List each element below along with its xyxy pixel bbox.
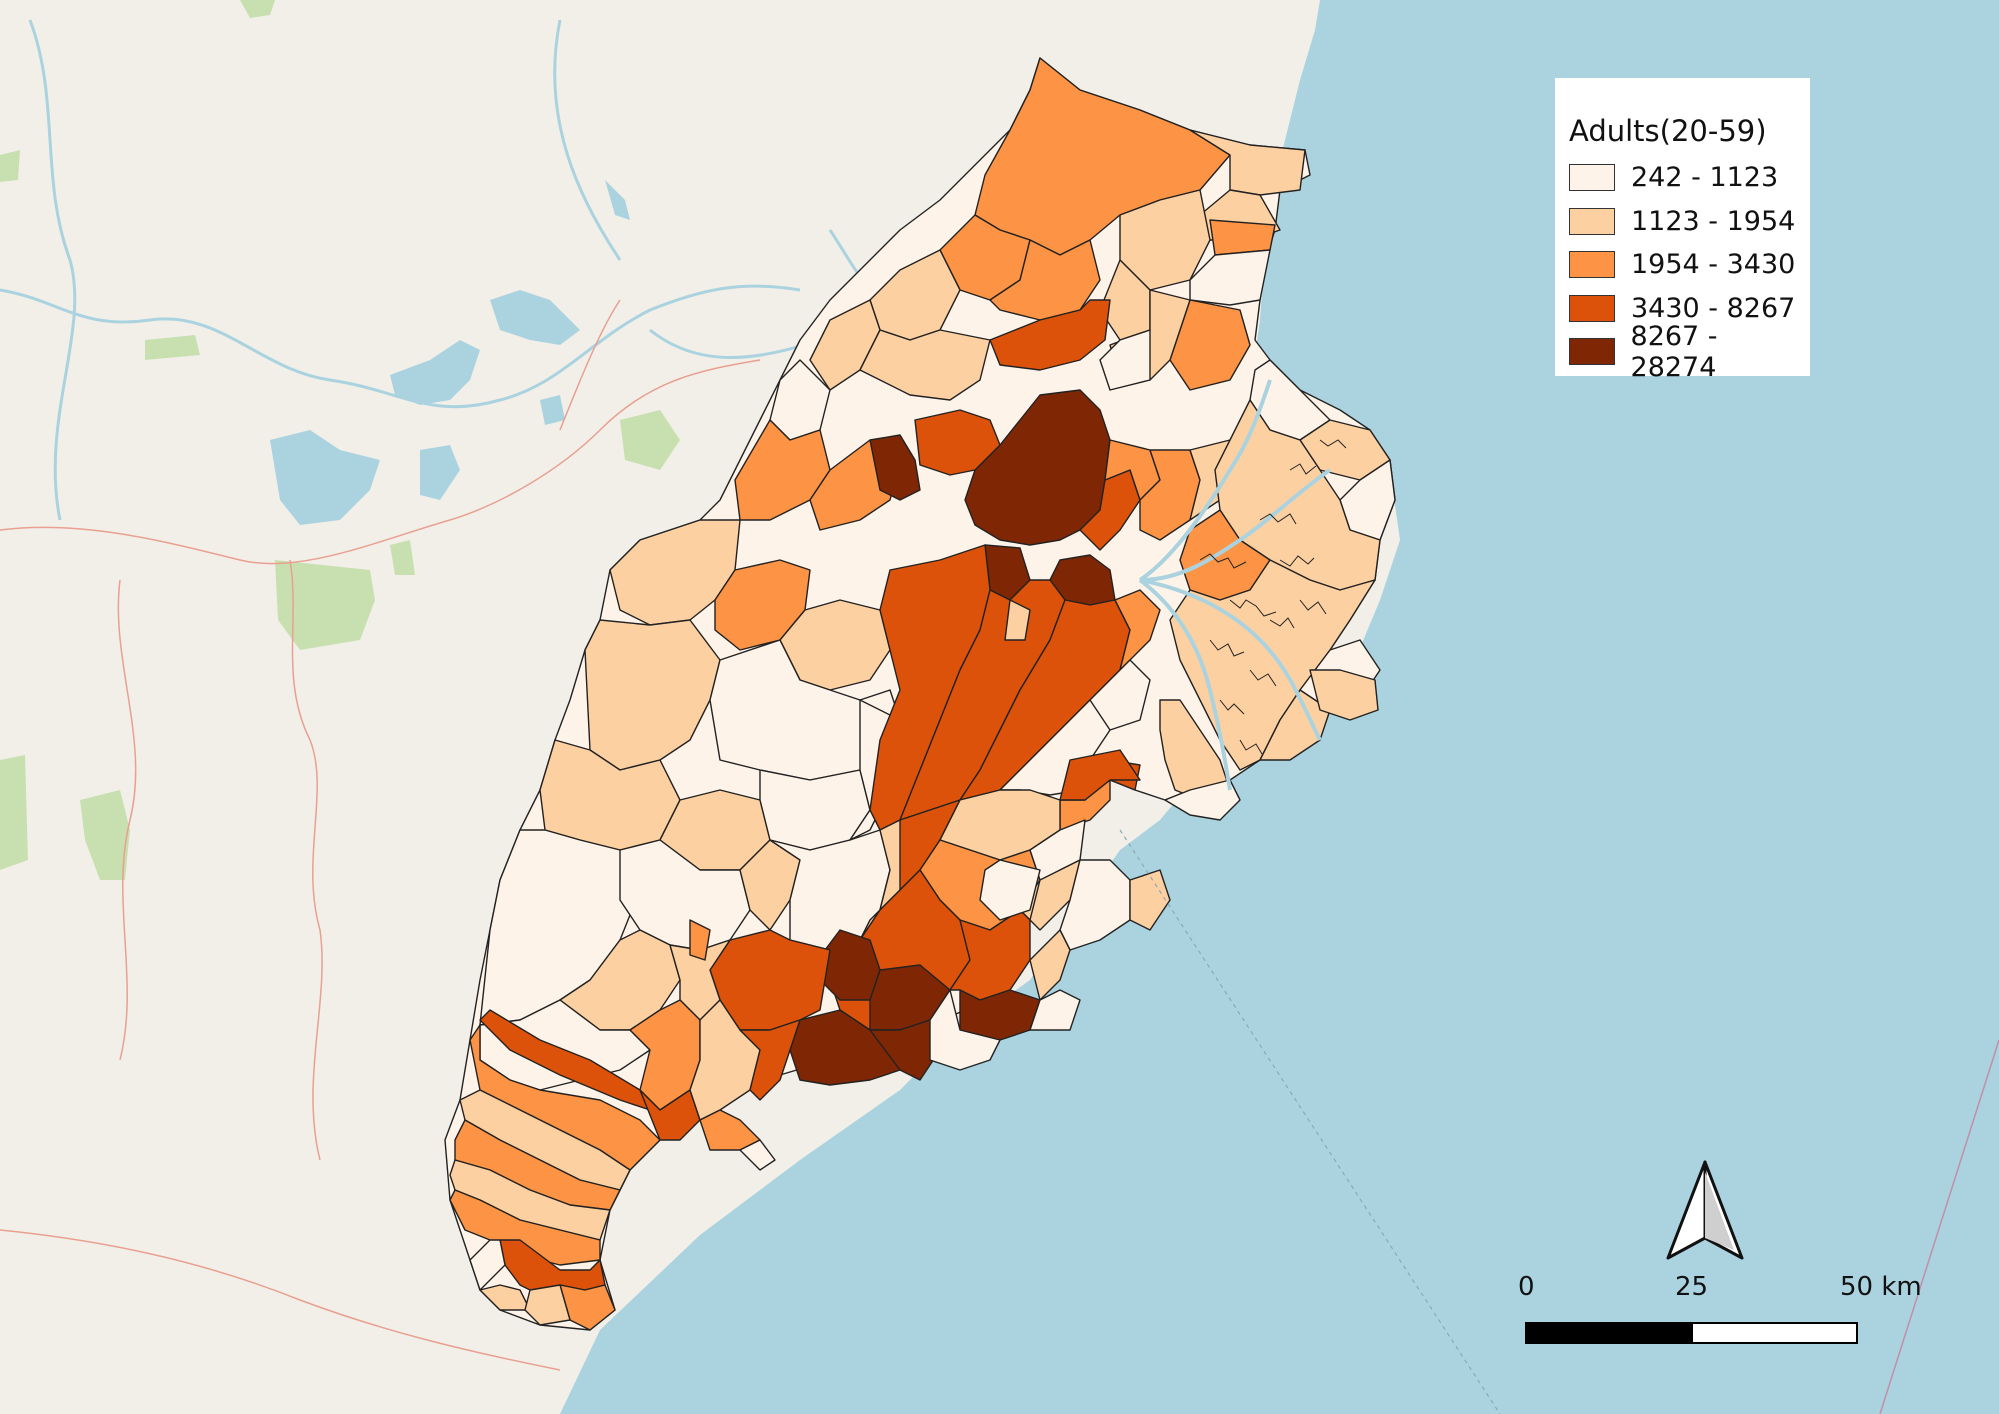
district-corridor-4 [1114, 589, 1161, 671]
district-corridor-5 [1004, 599, 1031, 641]
scale-bar-graphic [1525, 1322, 1858, 1344]
district-e-5 [859, 819, 901, 941]
legend-item: 242 - 1123 [1569, 156, 1810, 200]
parks [0, 0, 680, 880]
legend-label: 242 - 1123 [1631, 162, 1779, 194]
legend-title: Adults(20-59) [1569, 114, 1767, 148]
legend-label: 3430 - 8267 [1631, 292, 1796, 324]
legend-swatch [1569, 338, 1615, 366]
legend-label: 8267 - 28274 [1630, 320, 1718, 383]
legend-item: 1954 - 3430 [1569, 243, 1810, 287]
district-coast-2 [1029, 989, 1081, 1031]
offshore-boundary [1879, 1039, 1999, 1414]
district-sw-7 [449, 1189, 601, 1266]
legend-swatch [1569, 294, 1615, 322]
legend-label: 1123 - 1954 [1631, 205, 1796, 237]
scale-label-start: 0 [1518, 1272, 1535, 1302]
scale-label-mid: 25 [1675, 1272, 1709, 1302]
district-delta-9 [1309, 669, 1379, 721]
district-core-west [869, 434, 921, 501]
district-core-nw [914, 409, 1001, 476]
district-w-1 [609, 519, 741, 626]
district-sw-10 [479, 1284, 531, 1311]
delta-channels [1138, 379, 1332, 791]
district-sw-15 [689, 999, 761, 1121]
study-region[interactable] [444, 57, 1396, 1331]
district-coast-e-1 [1059, 859, 1131, 951]
district-ne-9 [1099, 329, 1151, 391]
legend-swatch [1569, 164, 1615, 192]
admin-boundaries [0, 299, 761, 1371]
district-ne-4 [1119, 189, 1211, 291]
legend-swatch [1569, 207, 1615, 235]
legend-label: 1954 - 3430 [1631, 249, 1796, 281]
district-ne-1 [1189, 129, 1306, 196]
district-ne-5 [1189, 249, 1271, 306]
north-arrow-icon [1666, 1160, 1744, 1260]
legend-item: 1123 - 1954 [1569, 200, 1810, 244]
district-sw-16 [739, 1019, 801, 1101]
district-delta-11 [1164, 779, 1241, 821]
legend-swatch [1569, 251, 1615, 279]
district-nw-4 [989, 299, 1111, 371]
district-coast-e-2 [1129, 869, 1171, 931]
scale-bar: 0 25 50 km [1510, 1272, 1930, 1352]
legend-item: 3430 - 8267 [1569, 287, 1810, 331]
legend: Adults(20-59) 242 - 1123 1123 - 1954 195… [1555, 78, 1810, 383]
district-coast-1 [929, 989, 1001, 1071]
district-sw-12 [524, 1284, 571, 1326]
district-sw-18 [739, 1139, 776, 1171]
district-e-2 [1089, 659, 1151, 731]
district-south-g [979, 859, 1041, 921]
district-coast-e-3 [1029, 929, 1071, 1001]
district-w-4 [584, 619, 721, 771]
district-south-e [689, 919, 711, 961]
scale-label-end: 50 km [1840, 1272, 1922, 1302]
district-nw-7 [859, 329, 991, 401]
district-river-mouth [1059, 749, 1141, 801]
lakes [270, 180, 630, 525]
legend-item: 8267 - 28274 [1569, 321, 1810, 383]
delta-texture [1199, 439, 1347, 755]
